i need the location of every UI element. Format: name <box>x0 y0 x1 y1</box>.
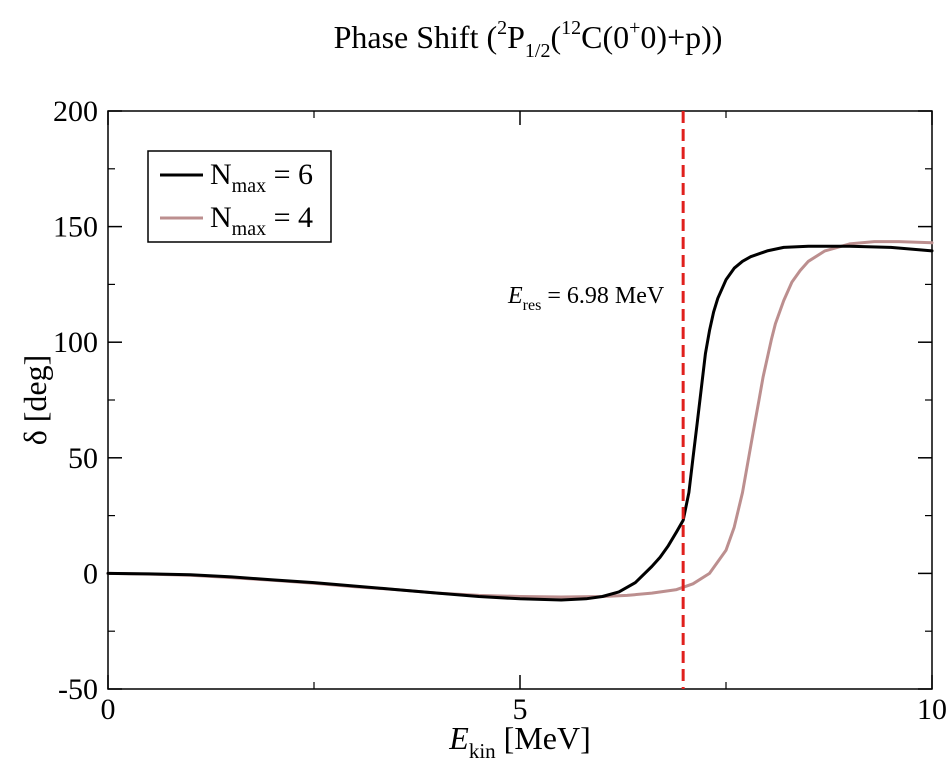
x-axis-label-sub: kin <box>469 739 496 762</box>
chart-title-paren: ( <box>550 19 561 55</box>
resonance-label-value: = 6.98 MeV <box>541 283 665 309</box>
y-tick-label: 50 <box>68 442 98 475</box>
legend-label-nmax-4-value: = 4 <box>266 201 313 234</box>
legend-label-nmax-6-n: N <box>210 158 232 191</box>
x-axis-label-e: E <box>448 720 469 756</box>
legend-label-nmax-4-n: N <box>210 201 232 234</box>
chart-title-c: C(0 <box>581 19 629 55</box>
resonance-label-sub: res <box>523 297 542 314</box>
x-tick-label: 5 <box>513 693 528 726</box>
x-axis-label-unit: [MeV] <box>496 720 591 756</box>
y-tick-label: 100 <box>53 326 98 359</box>
chart-title-p: P <box>507 19 525 55</box>
chart-title-prefix: Phase Shift ( <box>334 19 498 55</box>
data-series <box>106 240 934 602</box>
y-axis-label: δ [deg] <box>17 355 53 446</box>
resonance-energy-label: Eres = 6.98 MeV <box>507 283 665 314</box>
legend-label-nmax-6-value: = 6 <box>266 158 313 191</box>
legend-box <box>147 150 332 243</box>
legend: Nmax = 6 Nmax = 4 <box>147 150 332 243</box>
x-axis-label: Ekin [MeV] <box>448 720 590 762</box>
y-tick-label: 150 <box>53 211 98 244</box>
chart-title-sub-1-2: 1/2 <box>525 40 551 62</box>
resonance-label-e: E <box>507 283 523 309</box>
legend-label-nmax-6: Nmax = 6 <box>210 158 313 197</box>
chart-title-sup-2: 2 <box>497 17 507 39</box>
chart-title-suffix: 0)+p)) <box>640 19 722 55</box>
legend-label-nmax-6-sub: max <box>232 175 266 197</box>
y-tick-label: 200 <box>53 95 98 128</box>
legend-label-nmax-4: Nmax = 4 <box>210 201 313 240</box>
chart-title-sup-12: 12 <box>561 17 581 39</box>
y-tick-label: -50 <box>58 673 98 706</box>
x-tick-label: 10 <box>917 693 947 726</box>
x-tick-label: 0 <box>101 693 116 726</box>
legend-label-nmax-4-sub: max <box>232 218 266 240</box>
y-tick-label: 0 <box>83 557 98 590</box>
chart-title: Phase Shift (2P1/2(12C(0+0)+p)) <box>334 17 723 62</box>
series-line-nmax-6 <box>106 244 934 602</box>
chart-title-sup-plus: + <box>629 17 640 39</box>
